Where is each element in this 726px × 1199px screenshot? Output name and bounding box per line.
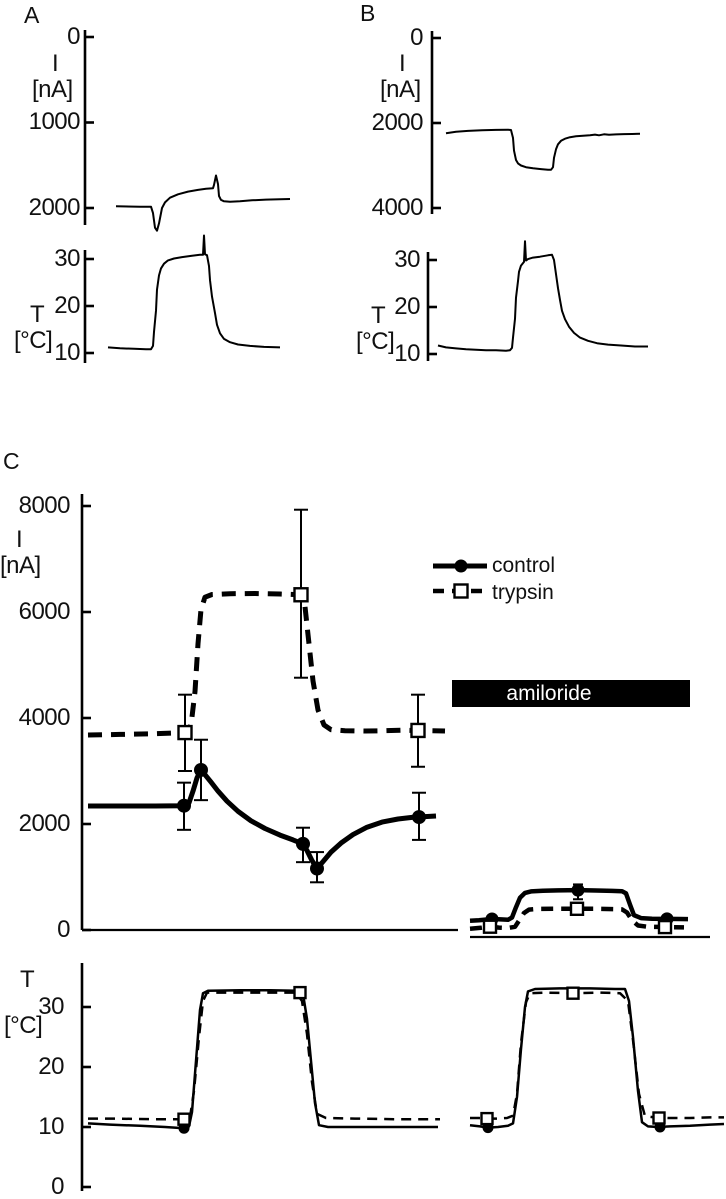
a-temp-tick-30: 30 <box>54 245 80 272</box>
panel-label-a: A <box>24 2 40 28</box>
c-current-tick-6000: 6000 <box>18 598 71 625</box>
a-temp-tick-20: 20 <box>54 292 80 319</box>
a-temp-tick-10: 10 <box>54 339 80 366</box>
b-current-ylabel-i: I <box>399 50 406 77</box>
c-temp-ylabel-c: [°C] <box>4 1012 43 1039</box>
a-current-tick-0: 0 <box>67 23 80 50</box>
a-temp-ylabel-c: [°C] <box>14 327 53 354</box>
c-temp-tick-0: 0 <box>51 1173 64 1199</box>
c-temp-tick-30: 30 <box>38 993 64 1020</box>
panel-label-c: C <box>3 448 20 474</box>
b-current-tick-2000: 2000 <box>371 109 424 136</box>
c-current-tick-2000: 2000 <box>18 810 71 837</box>
amiloride-bar: amiloride <box>452 680 690 707</box>
b-temp-tick-30: 30 <box>394 246 420 273</box>
b-temp-tick-10: 10 <box>394 340 420 367</box>
c-current-tick-4000: 4000 <box>18 704 71 731</box>
c-current-tick-0: 0 <box>57 916 70 943</box>
c-current-ylabel-na: [nA] <box>0 552 41 579</box>
b-current-tick-4000: 4000 <box>371 194 424 221</box>
b-current-ylabel-na: [nA] <box>380 76 421 103</box>
a-temp-ylabel-t: T <box>30 301 45 328</box>
c-temp-tick-10: 10 <box>38 1113 64 1140</box>
c-temp-ylabel-t: T <box>20 966 35 993</box>
legend-label-control: control <box>492 554 556 577</box>
b-current-tick-0: 0 <box>410 24 423 51</box>
b-temp-ylabel-t: T <box>371 302 386 329</box>
a-current-ylabel-na: [nA] <box>32 76 73 103</box>
c-current-ylabel-i: I <box>16 526 23 553</box>
a-current-ylabel-i: I <box>52 50 59 77</box>
b-temp-tick-20: 20 <box>394 293 420 320</box>
panel-label-b: B <box>360 0 376 26</box>
c-current-tick-8000: 8000 <box>18 492 71 519</box>
a-current-tick-1000: 1000 <box>28 108 81 135</box>
a-current-tick-2000: 2000 <box>28 194 81 221</box>
legend-label-trypsin: trypsin <box>492 581 554 604</box>
amiloride-bar-label: amiloride <box>506 682 592 705</box>
b-temp-ylabel-c: [°C] <box>356 328 395 355</box>
c-temp-tick-20: 20 <box>38 1053 64 1080</box>
